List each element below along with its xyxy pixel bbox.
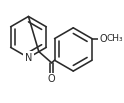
Text: O: O bbox=[48, 74, 55, 84]
Text: N: N bbox=[25, 53, 32, 63]
Text: CH₃: CH₃ bbox=[106, 34, 123, 43]
Text: O: O bbox=[99, 34, 107, 44]
